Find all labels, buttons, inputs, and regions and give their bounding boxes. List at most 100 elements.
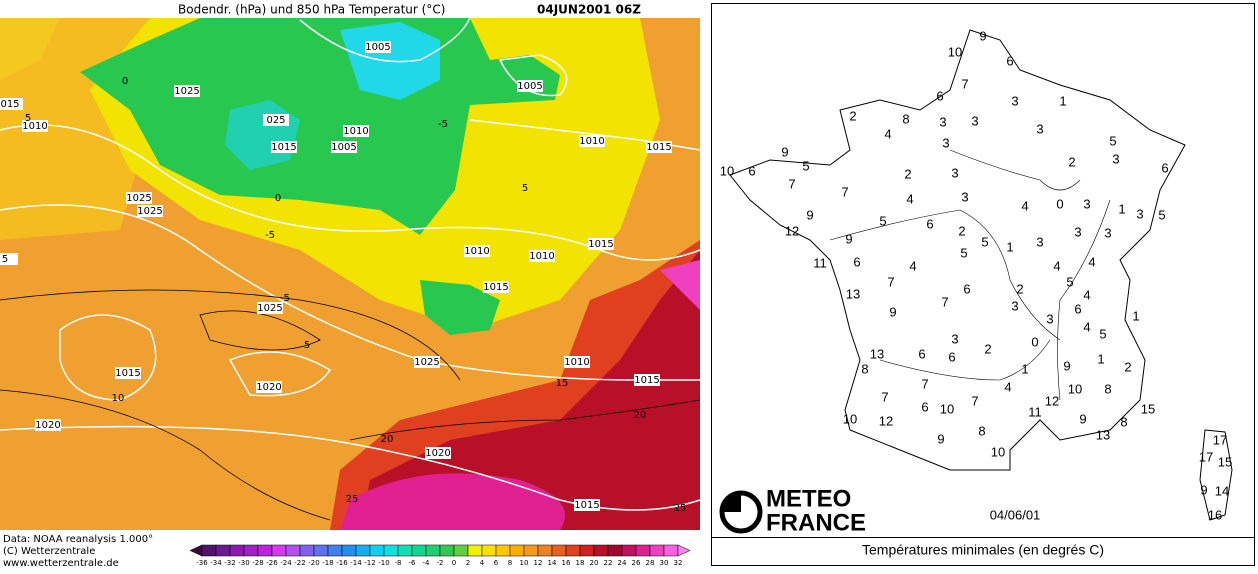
isobar-label-box [35, 419, 61, 431]
river [949, 149, 1081, 191]
station-temperature: 12 [1045, 393, 1059, 408]
isobar-label-box [0, 253, 18, 265]
isobar-label: 1010 [464, 246, 489, 257]
station-temperature: 3 [1036, 234, 1043, 249]
isobar-label: 1020 [425, 448, 450, 459]
isobar-label: 1005 [365, 42, 390, 53]
station-temperature: 5 [1109, 133, 1116, 148]
colorbar-tick-label: -4 [423, 559, 431, 567]
weather-map: Bodendr. (hPa) und 850 hPa Temperatur (°… [0, 0, 701, 569]
colorbar-tick-label: -30 [238, 559, 249, 567]
colorbar-tick-label: -34 [210, 559, 222, 567]
station-temperature: 6 [963, 281, 970, 296]
isobar-label: 1025 [137, 206, 162, 217]
isobar-label-box [126, 192, 152, 204]
colorbar-bin [523, 544, 539, 557]
colorbar-bin [201, 544, 217, 557]
isotherm-label: 25 [674, 503, 687, 514]
station-temperature: 9 [781, 144, 788, 159]
isobar-label: 1015 [483, 282, 508, 293]
colorbar-bin [383, 544, 399, 557]
colorbar-tick-label: -20 [308, 559, 319, 567]
colorbar: -36 -34 -32 -30 -28 -26 -24 -22 -20 -18 -16 -14 -12-… [189, 544, 691, 567]
isobar-label-box [464, 245, 490, 257]
station-temperature: 4 [1053, 258, 1060, 273]
station-temperature: 16 [1208, 507, 1222, 522]
colorbar-tick-label: -18 [322, 559, 333, 567]
isotherm [199, 310, 321, 351]
colorbar-bin [439, 544, 455, 557]
colorbar-bin [579, 544, 595, 557]
credit: (C) Wetterzentrale [3, 546, 95, 557]
station-temperature: 4 [1083, 319, 1090, 334]
station-temperature: 3 [951, 165, 958, 180]
station-temperature: 3 [961, 189, 968, 204]
isobar-label: 1015 [271, 142, 296, 153]
isobar-label-box [634, 374, 660, 386]
station-temperature: 5 [802, 158, 809, 173]
colorbar-tick-label: 24 [618, 559, 627, 567]
colorbar-tick-label: -6 [409, 559, 417, 567]
isobar [0, 204, 700, 381]
title-strip [0, 0, 700, 18]
isobar-label-box [22, 120, 48, 132]
isobar-label: 1020 [35, 420, 60, 431]
station-temperature: 14 [1215, 483, 1229, 498]
isobar-label-box [256, 381, 282, 393]
colorbar-bin [649, 544, 665, 557]
station-temperature: 7 [887, 274, 894, 289]
isobar-label: 1015 [634, 375, 659, 386]
station-temperature: 4 [1004, 379, 1011, 394]
field-green [420, 280, 500, 335]
station-temperature: 5 [879, 213, 886, 228]
caption: Températures minimales (en degrés C) [862, 542, 1104, 558]
colorbar-tick-label: 14 [548, 559, 557, 567]
station-temperature: 6 [748, 163, 755, 178]
station-temperature: 2 [849, 108, 856, 123]
colorbar-bin [509, 544, 525, 557]
isobar-label-box [263, 114, 289, 126]
isotherm [0, 289, 461, 381]
station-temperature: 5 [960, 245, 967, 260]
isotherm-label: 0 [275, 193, 281, 204]
station-temperature: 8 [978, 423, 985, 438]
station-temperature: 6 [1006, 53, 1013, 68]
station-temperature: 3 [1112, 151, 1119, 166]
colorbar-bin [271, 544, 287, 557]
isobar-label-box [529, 250, 555, 262]
station-temperature: 4 [884, 126, 891, 141]
isobar-label-box [343, 125, 369, 137]
colorbar-tick-label: 18 [576, 559, 585, 567]
station-temperature: 6 [921, 399, 928, 414]
colorbar-tick-label: -26 [266, 559, 278, 567]
colorbar-bin [481, 544, 497, 557]
station-temperature: 6 [918, 346, 925, 361]
credit: www.wetterzentrale.de [3, 558, 119, 569]
station-temperature: 10 [720, 163, 734, 178]
station-temperature: 9 [1063, 358, 1070, 373]
station-temperature: 4 [1088, 254, 1095, 269]
station-temperature: 9 [1079, 411, 1086, 426]
station-temperature: 5 [1099, 326, 1106, 341]
colorbar-tick-label: -14 [350, 559, 362, 567]
isobar-label-box [588, 238, 614, 250]
isobar-label: 1015 [588, 239, 613, 250]
colorbar-bin [621, 544, 637, 557]
field-warm [0, 18, 60, 80]
isobars [0, 17, 701, 511]
field-darkred [360, 250, 700, 530]
colorbar-bin [635, 544, 651, 557]
colorbar-tick-label: 16 [562, 559, 571, 567]
station-temperature: 8 [1104, 381, 1111, 396]
station-temperature: 1 [1132, 308, 1139, 323]
isotherm-label: -5 [438, 119, 448, 130]
colorbar-bin [425, 544, 441, 557]
station-temperature: 9 [979, 28, 986, 43]
isobar-label: 1010 [22, 121, 47, 132]
isobar-label: 1015 [115, 368, 140, 379]
isobar-label-box [257, 302, 283, 314]
isotherm-label: 5 [25, 113, 31, 124]
station-temperature: 3 [1046, 311, 1053, 326]
station-temperature: 0 [1056, 196, 1063, 211]
station-temperature: 10 [843, 411, 857, 426]
